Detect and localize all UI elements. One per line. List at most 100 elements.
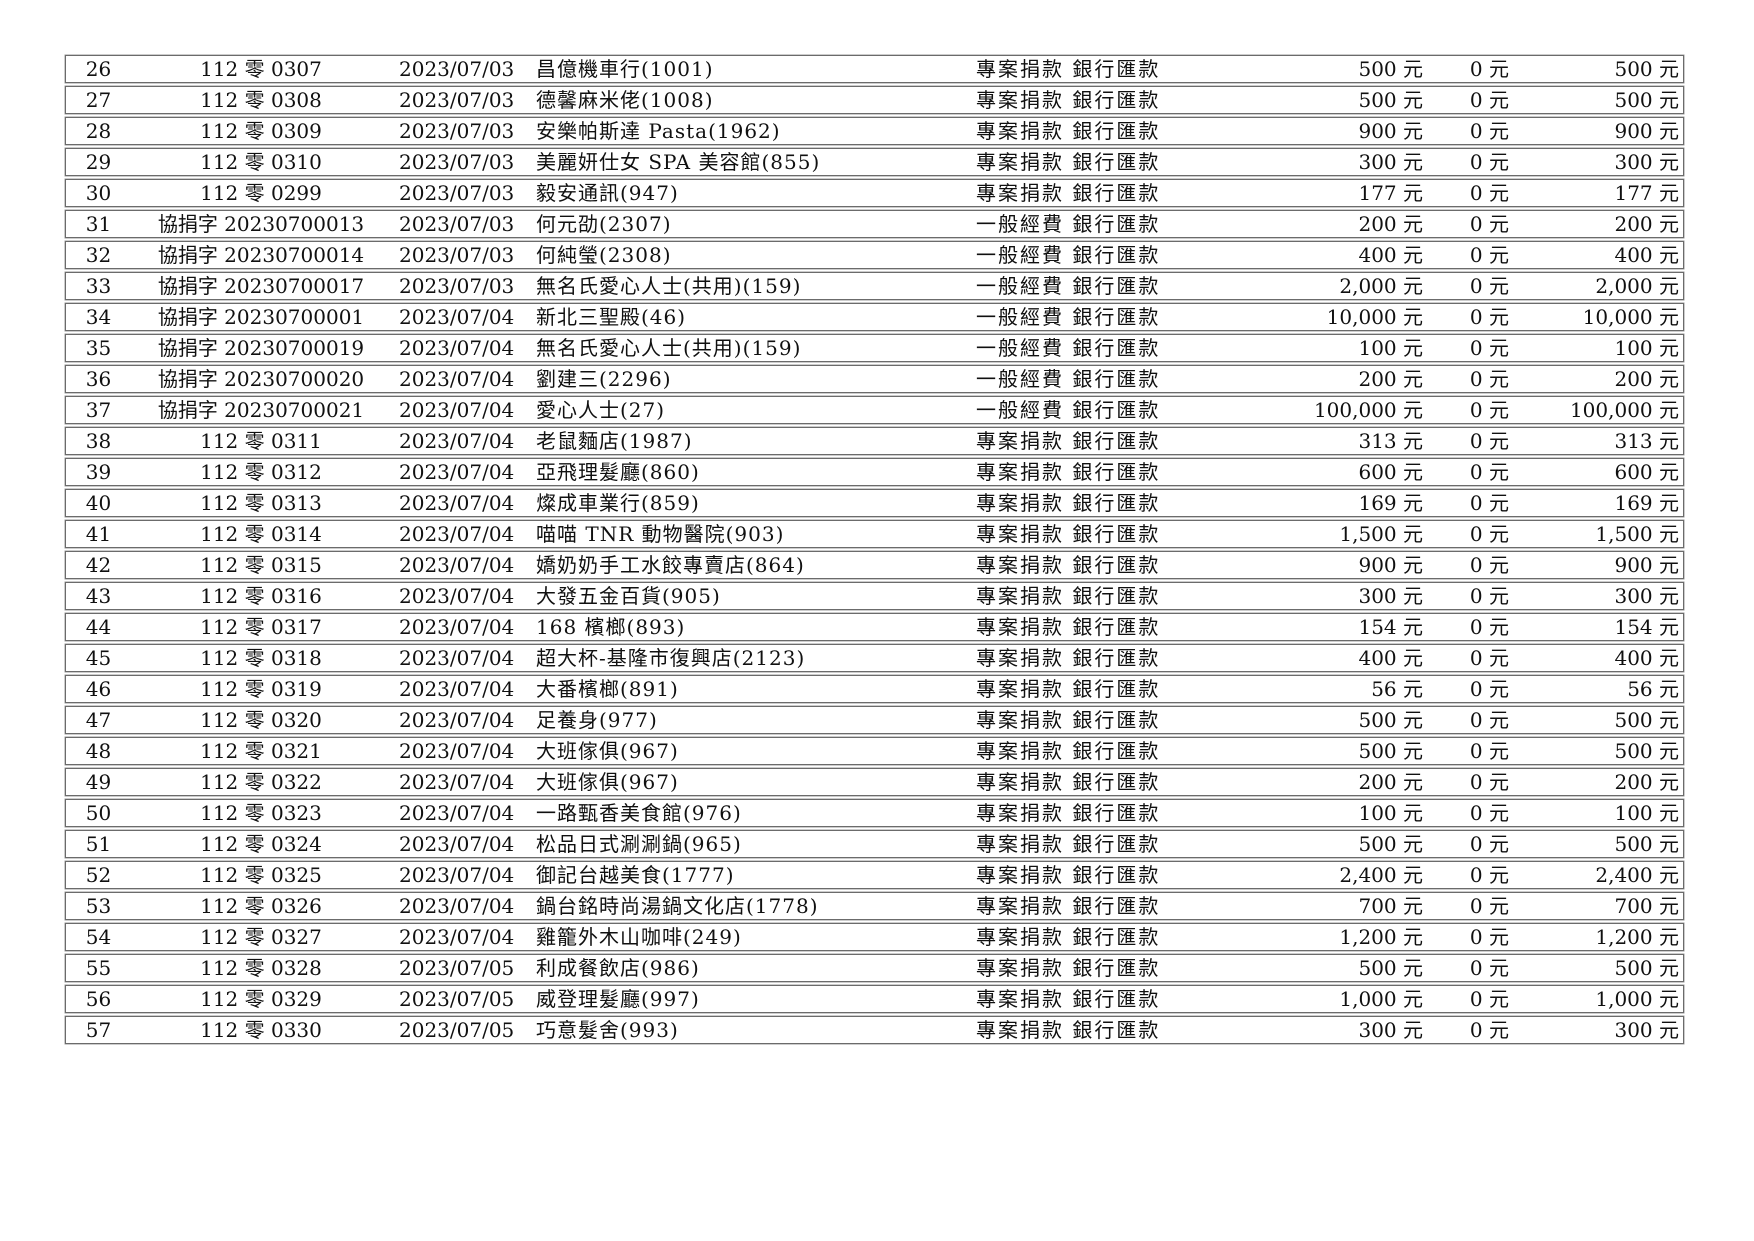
donor-name: 大發五金百貨(905) xyxy=(536,584,721,608)
amount-donated: 500 元 xyxy=(1358,708,1423,732)
amount-deducted: 0 元 xyxy=(1469,274,1509,298)
amount-total: 300 元 xyxy=(1614,1018,1679,1042)
donation-date: 2023/07/04 xyxy=(399,367,515,391)
amount-total: 400 元 xyxy=(1614,243,1679,267)
amount-total: 177 元 xyxy=(1614,181,1679,205)
donation-date: 2023/07/03 xyxy=(399,150,515,174)
receipt-number: 112 零 0312 xyxy=(200,460,322,484)
row-number: 51 xyxy=(85,832,112,856)
row-number: 53 xyxy=(85,894,112,918)
table-row: 57 112 零 0330 2023/07/05 巧意髮舍(993) 專案捐款 … xyxy=(65,1016,1684,1044)
table-row: 38 112 零 0311 2023/07/04 老鼠麵店(1987) 專案捐款… xyxy=(65,427,1684,455)
donor-name: 大番檳榔(891) xyxy=(536,677,679,701)
table-row: 28 112 零 0309 2023/07/03 安樂帕斯達 Pasta(196… xyxy=(65,117,1684,145)
row-number: 57 xyxy=(85,1018,112,1042)
row-number: 38 xyxy=(85,429,112,453)
table-row: 27 112 零 0308 2023/07/03 德馨麻米佬(1008) 專案捐… xyxy=(65,86,1684,114)
amount-deducted: 0 元 xyxy=(1469,243,1509,267)
amount-donated: 1,500 元 xyxy=(1339,522,1423,546)
amount-deducted: 0 元 xyxy=(1469,367,1509,391)
amount-donated: 500 元 xyxy=(1358,57,1423,81)
amount-deducted: 0 元 xyxy=(1469,336,1509,360)
table-row: 51 112 零 0324 2023/07/04 松品日式涮涮鍋(965) 專案… xyxy=(65,830,1684,858)
row-number: 27 xyxy=(85,88,112,112)
donation-category: 專案捐款 銀行匯款 xyxy=(976,894,1161,918)
amount-deducted: 0 元 xyxy=(1469,770,1509,794)
donation-date: 2023/07/04 xyxy=(399,739,515,763)
table-row: 35 協捐字 20230700019 2023/07/04 無名氏愛心人士(共用… xyxy=(65,334,1684,362)
donor-name: 利成餐飲店(986) xyxy=(536,956,700,980)
donation-date: 2023/07/04 xyxy=(399,429,515,453)
row-number: 52 xyxy=(85,863,112,887)
row-number: 37 xyxy=(85,398,112,422)
donation-category: 一般經費 銀行匯款 xyxy=(976,274,1161,298)
row-number: 55 xyxy=(85,956,112,980)
donation-date: 2023/07/03 xyxy=(399,212,515,236)
donation-date: 2023/07/04 xyxy=(399,677,515,701)
table-row: 44 112 零 0317 2023/07/04 168 檳榔(893) 專案捐… xyxy=(65,613,1684,641)
row-number: 49 xyxy=(85,770,112,794)
table-row: 33 協捐字 20230700017 2023/07/03 無名氏愛心人士(共用… xyxy=(65,272,1684,300)
donation-category: 專案捐款 銀行匯款 xyxy=(976,584,1161,608)
donor-name: 昌億機車行(1001) xyxy=(536,57,714,81)
donation-category: 專案捐款 銀行匯款 xyxy=(976,491,1161,515)
row-number: 48 xyxy=(85,739,112,763)
amount-donated: 100 元 xyxy=(1358,336,1423,360)
row-number: 56 xyxy=(85,987,112,1011)
donation-date: 2023/07/04 xyxy=(399,646,515,670)
amount-deducted: 0 元 xyxy=(1469,987,1509,1011)
amount-total: 100 元 xyxy=(1614,336,1679,360)
donor-name: 松品日式涮涮鍋(965) xyxy=(536,832,742,856)
donor-name: 德馨麻米佬(1008) xyxy=(536,88,714,112)
row-number: 41 xyxy=(85,522,112,546)
donation-category: 專案捐款 銀行匯款 xyxy=(976,956,1161,980)
donor-name: 雞籠外木山咖啡(249) xyxy=(536,925,742,949)
amount-total: 169 元 xyxy=(1614,491,1679,515)
donation-category: 專案捐款 銀行匯款 xyxy=(976,987,1161,1011)
amount-donated: 56 元 xyxy=(1371,677,1423,701)
amount-deducted: 0 元 xyxy=(1469,1018,1509,1042)
donation-category: 專案捐款 銀行匯款 xyxy=(976,646,1161,670)
donation-date: 2023/07/04 xyxy=(399,491,515,515)
donation-category: 專案捐款 銀行匯款 xyxy=(976,119,1161,143)
receipt-number: 112 零 0324 xyxy=(200,832,322,856)
donation-date: 2023/07/04 xyxy=(399,305,515,329)
amount-total: 2,000 元 xyxy=(1595,274,1679,298)
table-row: 45 112 零 0318 2023/07/04 超大杯-基隆市復興店(2123… xyxy=(65,644,1684,672)
amount-deducted: 0 元 xyxy=(1469,739,1509,763)
donation-date: 2023/07/04 xyxy=(399,553,515,577)
amount-donated: 100,000 元 xyxy=(1313,398,1423,422)
donor-name: 喵喵 TNR 動物醫院(903) xyxy=(536,522,785,546)
amount-donated: 1,000 元 xyxy=(1339,987,1423,1011)
amount-donated: 500 元 xyxy=(1358,956,1423,980)
donation-date: 2023/07/04 xyxy=(399,770,515,794)
amount-total: 500 元 xyxy=(1614,57,1679,81)
amount-deducted: 0 元 xyxy=(1469,491,1509,515)
table-row: 32 協捐字 20230700014 2023/07/03 何純瑩(2308) … xyxy=(65,241,1684,269)
amount-deducted: 0 元 xyxy=(1469,181,1509,205)
donation-category: 一般經費 銀行匯款 xyxy=(976,336,1161,360)
amount-deducted: 0 元 xyxy=(1469,150,1509,174)
amount-donated: 300 元 xyxy=(1358,150,1423,174)
receipt-number: 112 零 0325 xyxy=(200,863,322,887)
donation-category: 專案捐款 銀行匯款 xyxy=(976,739,1161,763)
donation-category: 專案捐款 銀行匯款 xyxy=(976,832,1161,856)
receipt-number: 協捐字 20230700020 xyxy=(157,367,365,391)
amount-donated: 154 元 xyxy=(1358,615,1423,639)
amount-donated: 10,000 元 xyxy=(1326,305,1423,329)
donation-category: 專案捐款 銀行匯款 xyxy=(976,553,1161,577)
donation-category: 專案捐款 銀行匯款 xyxy=(976,57,1161,81)
receipt-number: 112 零 0309 xyxy=(200,119,322,143)
row-number: 29 xyxy=(85,150,112,174)
amount-total: 1,000 元 xyxy=(1595,987,1679,1011)
amount-total: 500 元 xyxy=(1614,956,1679,980)
amount-deducted: 0 元 xyxy=(1469,88,1509,112)
row-number: 26 xyxy=(85,57,112,81)
donor-name: 大班傢俱(967) xyxy=(536,770,679,794)
amount-deducted: 0 元 xyxy=(1469,522,1509,546)
row-number: 36 xyxy=(85,367,112,391)
donation-date: 2023/07/05 xyxy=(399,1018,515,1042)
amount-total: 600 元 xyxy=(1614,460,1679,484)
receipt-number: 112 零 0316 xyxy=(200,584,322,608)
